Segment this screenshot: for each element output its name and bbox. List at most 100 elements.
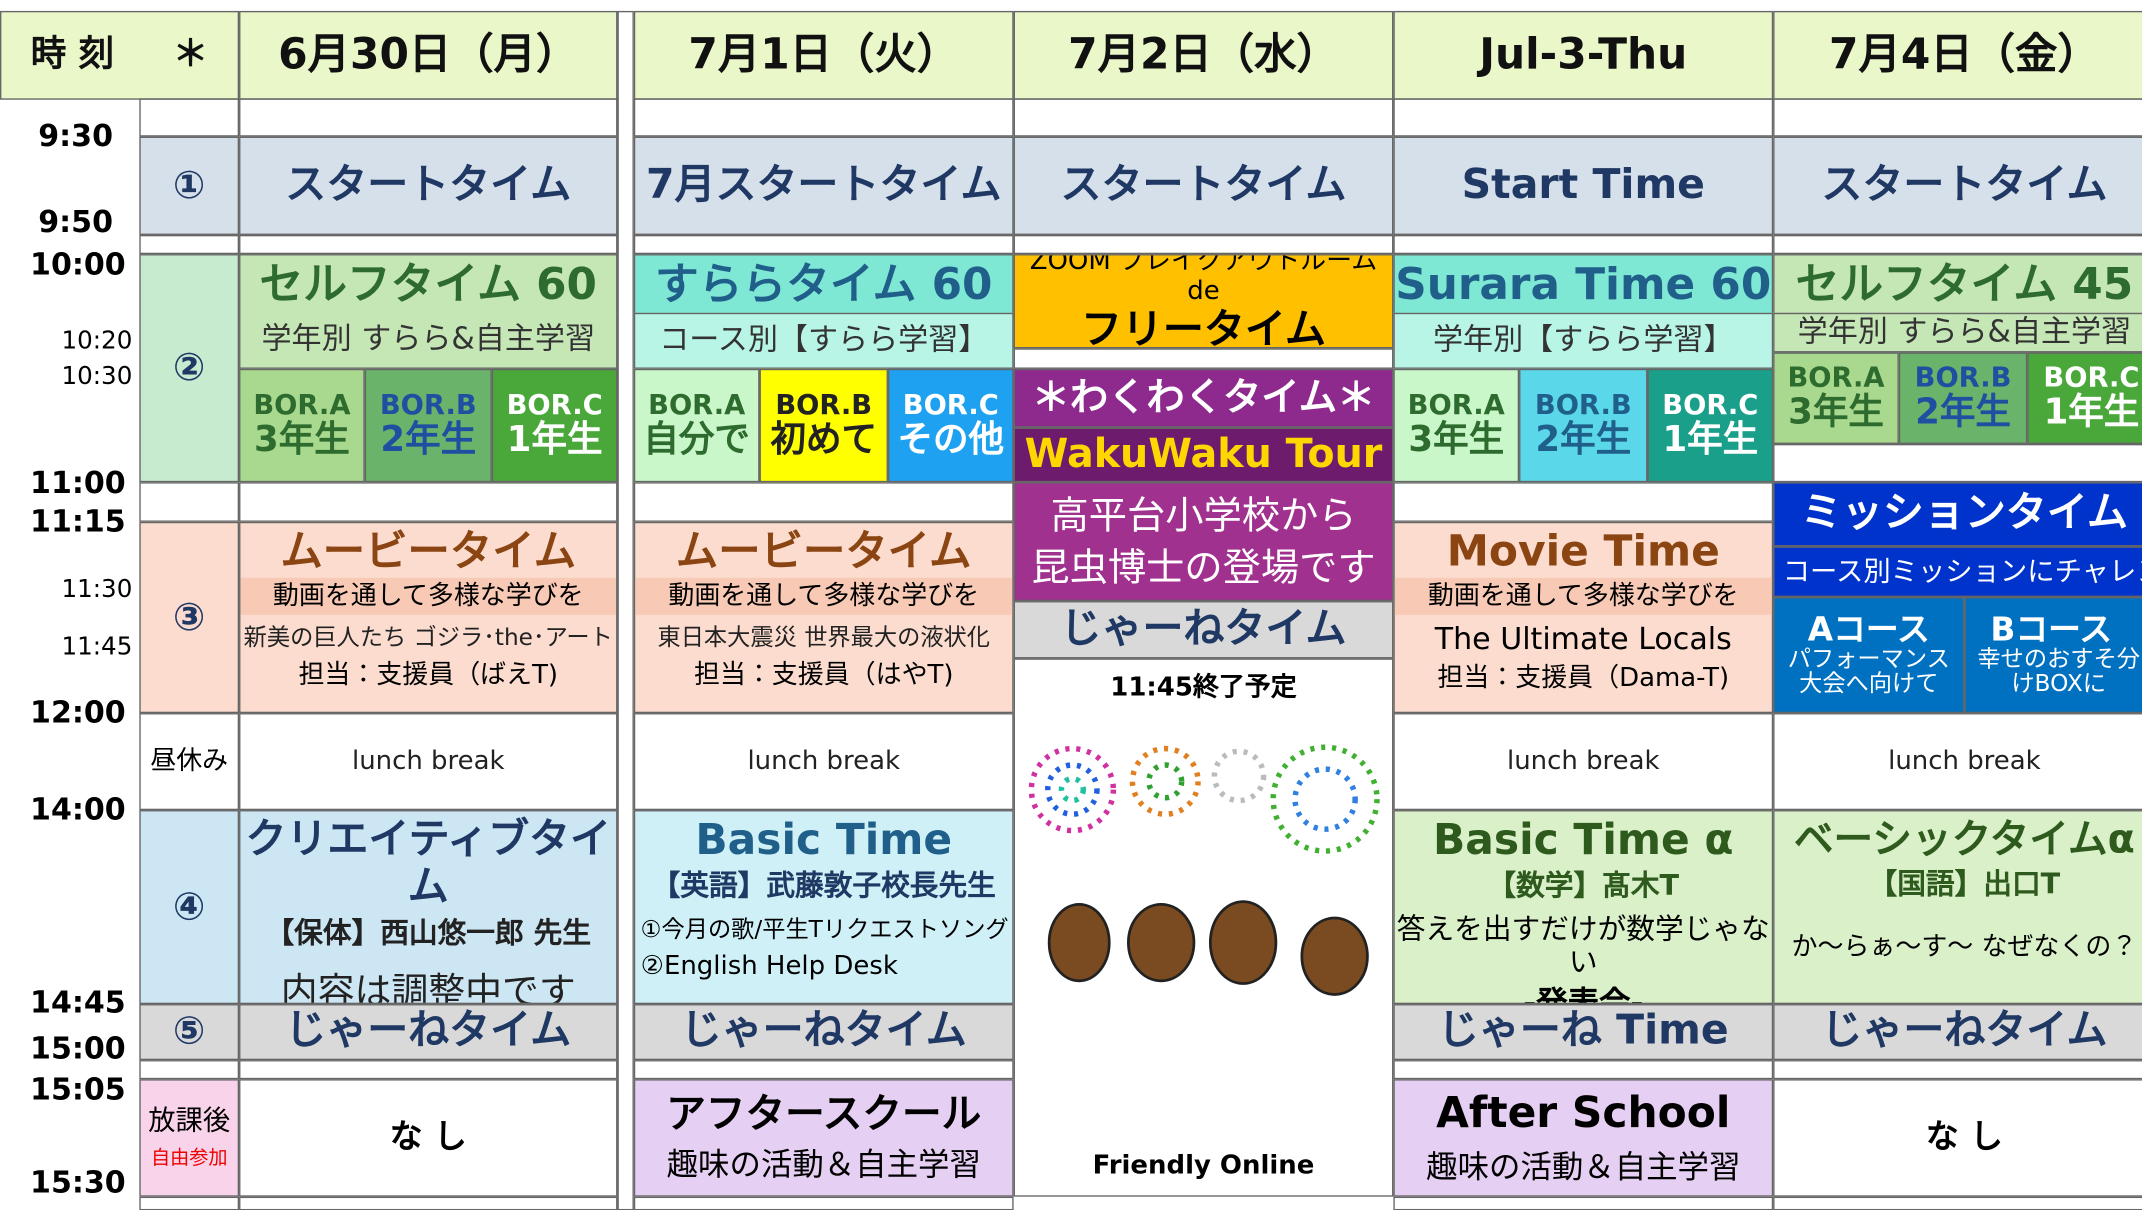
blank-cell bbox=[1013, 234, 1394, 255]
cell: じゃーねタイム bbox=[1013, 601, 1394, 659]
text: 【保体】西山悠一郎 先生 bbox=[265, 916, 592, 950]
text: ＊ bbox=[172, 33, 209, 75]
blank-cell bbox=[1393, 1060, 1774, 1080]
text: コース別ミッションにチャレンジ bbox=[1782, 554, 2142, 588]
cell: BOR.A 自分で bbox=[633, 368, 760, 483]
text: ベーシックタイムα bbox=[1793, 815, 2135, 862]
text: 昼休み bbox=[150, 745, 229, 776]
text: 東日本大震災 世界最大の液状化 bbox=[657, 624, 990, 653]
cell: ムービータイム 動画を通して多様な学びを 東日本大震災 世界最大の液状化 担当：支援員… bbox=[633, 521, 1014, 714]
blank-cell bbox=[1773, 98, 2142, 137]
text: Start Time bbox=[1461, 160, 1705, 209]
text: スタートタイム bbox=[285, 160, 572, 209]
day-header: 7月4日（金） bbox=[1773, 10, 2142, 100]
text: 時 刻 bbox=[30, 33, 115, 75]
text: WakuWaku Tour bbox=[1024, 430, 1383, 478]
text: 答えを出すだけが数学じゃない bbox=[1396, 912, 1770, 978]
period: ③ bbox=[139, 521, 240, 714]
time: 15:30 bbox=[30, 1166, 126, 1201]
blank-cell bbox=[633, 482, 1014, 522]
cell: 学年別 すらら&自主学習 bbox=[239, 312, 618, 369]
blank-cell bbox=[1013, 348, 1394, 369]
decoration bbox=[1028, 744, 1380, 996]
blank-cell bbox=[239, 234, 618, 255]
text: 7月2日（水） bbox=[1068, 29, 1339, 79]
time: 11:45 bbox=[61, 632, 133, 662]
text: クリエイティブタイム bbox=[245, 815, 612, 911]
cell: After School 趣味の活動＆自主学習 bbox=[1393, 1079, 1774, 1197]
blank-cell bbox=[1393, 1196, 1774, 1210]
text: ＊わくわくタイム＊ bbox=[1031, 374, 1376, 420]
text: After School bbox=[1436, 1088, 1731, 1138]
text: lunch break bbox=[747, 745, 901, 776]
cell: ベーシックタイムα 【国語】出口T か～らぁ～す～ なぜなくの？ bbox=[1773, 810, 2142, 1005]
text: スタートタイム bbox=[1821, 160, 2108, 209]
cell: ムービータイム 動画を通して多様な学びを 新美の巨人たち ゴジラ･the･アート 担当… bbox=[239, 521, 618, 714]
cell: スタートタイム bbox=[1773, 136, 2142, 235]
time: 14:00 bbox=[30, 793, 126, 828]
cell: セルフタイム 60 bbox=[239, 254, 618, 315]
blank-cell bbox=[239, 98, 618, 137]
text: ムービータイム bbox=[675, 527, 972, 577]
cell: BOR.B 2年生 bbox=[1519, 368, 1648, 483]
cell: Aコース パフォーマンス大会へ向けて bbox=[1773, 596, 1965, 714]
text: 【数学】髙木T bbox=[1487, 868, 1680, 902]
time: 10:20 bbox=[61, 326, 133, 356]
cell: Movie Time 動画を通して多様な学びを The Ultimate Local… bbox=[1393, 521, 1774, 714]
day-header: 6月30日（月） bbox=[239, 10, 618, 100]
cell: lunch break bbox=[239, 713, 618, 811]
text: Basic Time α bbox=[1433, 815, 1734, 865]
time: 10:30 bbox=[61, 362, 133, 391]
text: スタートタイム bbox=[1060, 160, 1347, 209]
text: 動画を通して多様な学びを bbox=[635, 577, 1013, 616]
text: 6月30日（月） bbox=[278, 29, 579, 79]
text: ②English Help Desk bbox=[640, 951, 898, 982]
text: ムービータイム bbox=[280, 527, 577, 577]
text: か～らぁ～す～ なぜなくの？ bbox=[1791, 932, 2138, 963]
text: lunch break bbox=[1506, 745, 1660, 776]
blank-cell bbox=[1393, 482, 1774, 522]
text: すららタイム 60 bbox=[654, 257, 993, 310]
divider bbox=[617, 10, 634, 1210]
cell: Basic Time α【数学】髙木T 答えを出すだけが数学じゃない -発表会- bbox=[1393, 810, 1774, 1005]
text: 学年別【すらら学習】 bbox=[1432, 323, 1734, 358]
text: 3年生 bbox=[1408, 419, 1505, 461]
blank-cell bbox=[139, 98, 240, 137]
text: Surara Time 60 bbox=[1395, 257, 1772, 310]
time: 11:15 bbox=[30, 505, 126, 540]
blank-cell bbox=[1393, 234, 1774, 255]
text: 1年生 bbox=[2043, 392, 2140, 434]
blank-cell bbox=[633, 234, 1014, 255]
cell: 学年別 すらら&自主学習 bbox=[1773, 312, 2142, 353]
text: 2年生 bbox=[1915, 392, 2011, 434]
cell: じゃーね Time bbox=[1393, 1004, 1774, 1061]
text: 昆虫博士の登場です bbox=[1031, 544, 1376, 590]
blank-cell bbox=[239, 1060, 618, 1080]
text: ④ bbox=[172, 883, 206, 929]
blank-cell bbox=[239, 1196, 618, 1210]
text: 7月スタートタイム bbox=[645, 160, 1002, 209]
text: BOR.A bbox=[253, 388, 351, 421]
text: 動画を通して多様な学びを bbox=[240, 577, 617, 616]
period: ④ bbox=[139, 810, 240, 1005]
blank-cell bbox=[1773, 1196, 2142, 1210]
time: 12:00 bbox=[30, 696, 126, 731]
cell: Surara Time 60 bbox=[1393, 254, 1774, 315]
text: 【英語】武藤敦子校長先生 bbox=[651, 868, 996, 902]
time: 10:00 bbox=[30, 248, 126, 283]
text: BOR.C bbox=[902, 388, 999, 421]
text: 7月1日（火） bbox=[688, 29, 960, 79]
period: ⑤ bbox=[139, 1004, 240, 1061]
text: 動画を通して多様な学びを bbox=[1394, 577, 1772, 616]
cell: ZOOM ブレイクアウトルーム de フリータイム bbox=[1013, 254, 1394, 349]
day-header: 7月1日（火） bbox=[633, 10, 1014, 100]
text: 7月4日（金） bbox=[1829, 29, 2100, 79]
cell: WakuWaku Tour bbox=[1013, 427, 1394, 483]
time: 9:50 bbox=[38, 206, 114, 241]
text: な し bbox=[1925, 1117, 2003, 1156]
text: フリータイム bbox=[1080, 306, 1327, 349]
text: じゃーねタイム bbox=[285, 1007, 572, 1055]
period: ② bbox=[139, 254, 240, 483]
time: 11:30 bbox=[61, 575, 133, 604]
